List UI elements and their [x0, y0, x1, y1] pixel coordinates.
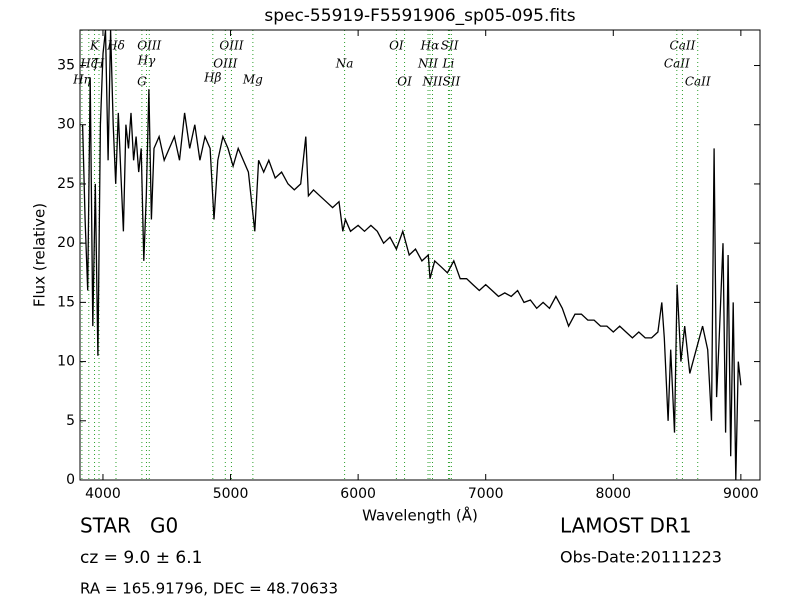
x-tick-label: 9000 — [723, 486, 759, 502]
spectral-line-label: OIII — [137, 39, 161, 53]
spectral-line-label: Hβ — [203, 71, 221, 85]
y-tick-label: 10 — [57, 354, 75, 370]
spectral-line-label: CaII — [670, 39, 696, 53]
spectral-line-label: NII — [417, 57, 438, 71]
spectral-line-label: OI — [389, 39, 404, 53]
spectral-line-label: SII — [441, 39, 459, 53]
y-tick-label: 20 — [57, 235, 75, 251]
x-axis-label: Wavelength (Å) — [362, 506, 478, 525]
spectral-line-label: OIII — [219, 39, 243, 53]
x-tick-label: 6000 — [340, 486, 376, 502]
x-tick-label: 5000 — [213, 486, 249, 502]
chart-title: spec-55919-F5591906_sp05-095.fits — [264, 6, 575, 26]
spectral-line-label: Hζ — [79, 57, 98, 71]
spectral-line-label: Hδ — [106, 39, 125, 53]
spectral-line-label: Li — [442, 57, 455, 71]
spectral-line-label: OIII — [213, 57, 237, 71]
spectral-line-label: H — [93, 57, 105, 71]
spectral-line-label: CaII — [664, 57, 690, 71]
object-class: STAR G0 — [80, 514, 178, 538]
x-tick-label: 8000 — [595, 486, 631, 502]
y-tick-label: 15 — [57, 294, 75, 310]
spectrum-line — [81, 30, 742, 480]
survey: LAMOST DR1 — [560, 514, 692, 538]
spectral-line-label: Hα — [420, 39, 440, 53]
spectral-line-label: CaII — [685, 75, 711, 89]
y-tick-label: 0 — [66, 472, 75, 488]
y-tick-label: 5 — [66, 413, 75, 429]
spectral-line-label: G — [137, 75, 147, 89]
spectral-line-label: Mg — [242, 73, 263, 87]
y-tick-label: 25 — [57, 176, 75, 192]
y-axis-label: Flux (relative) — [31, 203, 49, 307]
x-tick-label: 4000 — [85, 486, 121, 502]
spectral-line-label: Hη — [72, 73, 91, 87]
spectral-line-label: SII — [443, 75, 461, 89]
coordinates: RA = 165.91796, DEC = 48.70633 — [80, 580, 338, 598]
spectral-line-label: OI — [397, 75, 412, 89]
x-tick-label: 7000 — [468, 486, 504, 502]
spectral-line-label: Na — [335, 57, 354, 71]
redshift: cz = 9.0 ± 6.1 — [80, 548, 202, 568]
y-tick-label: 30 — [57, 117, 75, 133]
spectral-line-label: Hγ — [137, 54, 156, 68]
spectral-line-label: K — [89, 39, 100, 53]
plot-frame — [79, 29, 761, 481]
y-tick-label: 35 — [57, 58, 75, 74]
spectral-line-label: NII — [422, 75, 443, 89]
obs-date: Obs-Date:20111223 — [560, 548, 722, 567]
